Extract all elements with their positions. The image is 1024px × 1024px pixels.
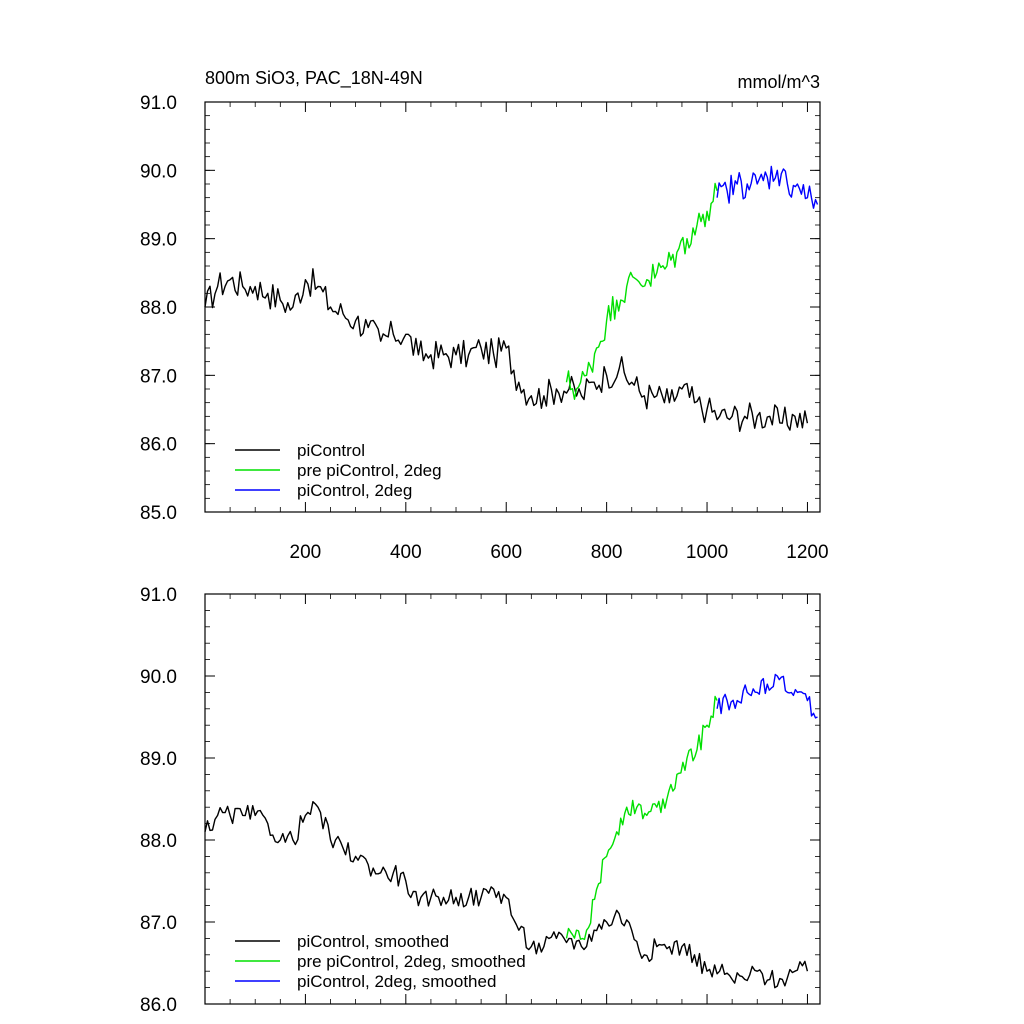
- y-tick-label: 86.0: [140, 435, 177, 456]
- plot-frame: [204, 593, 821, 1005]
- x-tick-label: 200: [290, 542, 322, 563]
- y-tick-label: 88.0: [140, 831, 177, 852]
- y-tick-label: 87.0: [140, 913, 177, 934]
- y-tick-label: 85.0: [140, 503, 177, 524]
- series-lines: [204, 165, 819, 432]
- y-tick-label: 91.0: [140, 585, 177, 606]
- bottom-panel: 86.0 87.0 88.0 89.0 90.0 91.0 piControl, smoo…: [140, 585, 821, 1016]
- x-tick-label: 800: [591, 542, 623, 563]
- y-tick-label: 89.0: [140, 230, 177, 251]
- y-tick-label: 90.0: [140, 161, 177, 182]
- x-tick-label: 1200: [786, 542, 828, 563]
- series-line: [565, 182, 718, 400]
- y-tick-label: 91.0: [140, 93, 177, 114]
- series-line: [716, 165, 819, 209]
- x-tick-label: 600: [490, 542, 522, 563]
- legend-label: pre piControl, 2deg, smoothed: [297, 952, 526, 971]
- top-panel: 800m SiO3, PAC_18N-49N mmol/m^3 85.0 86.0…: [140, 68, 829, 563]
- series-line: [204, 268, 809, 432]
- ticks: 85.0 86.0 87.0 88.0 89.0 90.0 91.0 200 400 600 800…: [140, 93, 829, 563]
- series-line: [204, 801, 809, 989]
- legend-label: pre piControl, 2deg: [297, 461, 442, 480]
- series-line: [565, 695, 718, 941]
- x-tick-label: 1000: [686, 542, 728, 563]
- chart-title: 800m SiO3, PAC_18N-49N: [205, 68, 423, 89]
- series-lines: [204, 673, 818, 989]
- units-label: mmol/m^3: [738, 72, 820, 92]
- y-tick-label: 89.0: [140, 749, 177, 770]
- y-tick-label: 88.0: [140, 298, 177, 319]
- plot-frame: [204, 101, 821, 513]
- legend-label: piControl, 2deg, smoothed: [297, 972, 496, 991]
- y-tick-label: 87.0: [140, 366, 177, 387]
- series-line: [716, 673, 818, 719]
- legend-label: piControl, smoothed: [297, 932, 449, 951]
- x-tick-label: 400: [390, 542, 422, 563]
- y-tick-label: 90.0: [140, 667, 177, 688]
- legend-label: piControl, 2deg: [297, 481, 412, 500]
- legend-label: piControl: [297, 441, 365, 460]
- y-tick-label: 86.0: [140, 995, 177, 1016]
